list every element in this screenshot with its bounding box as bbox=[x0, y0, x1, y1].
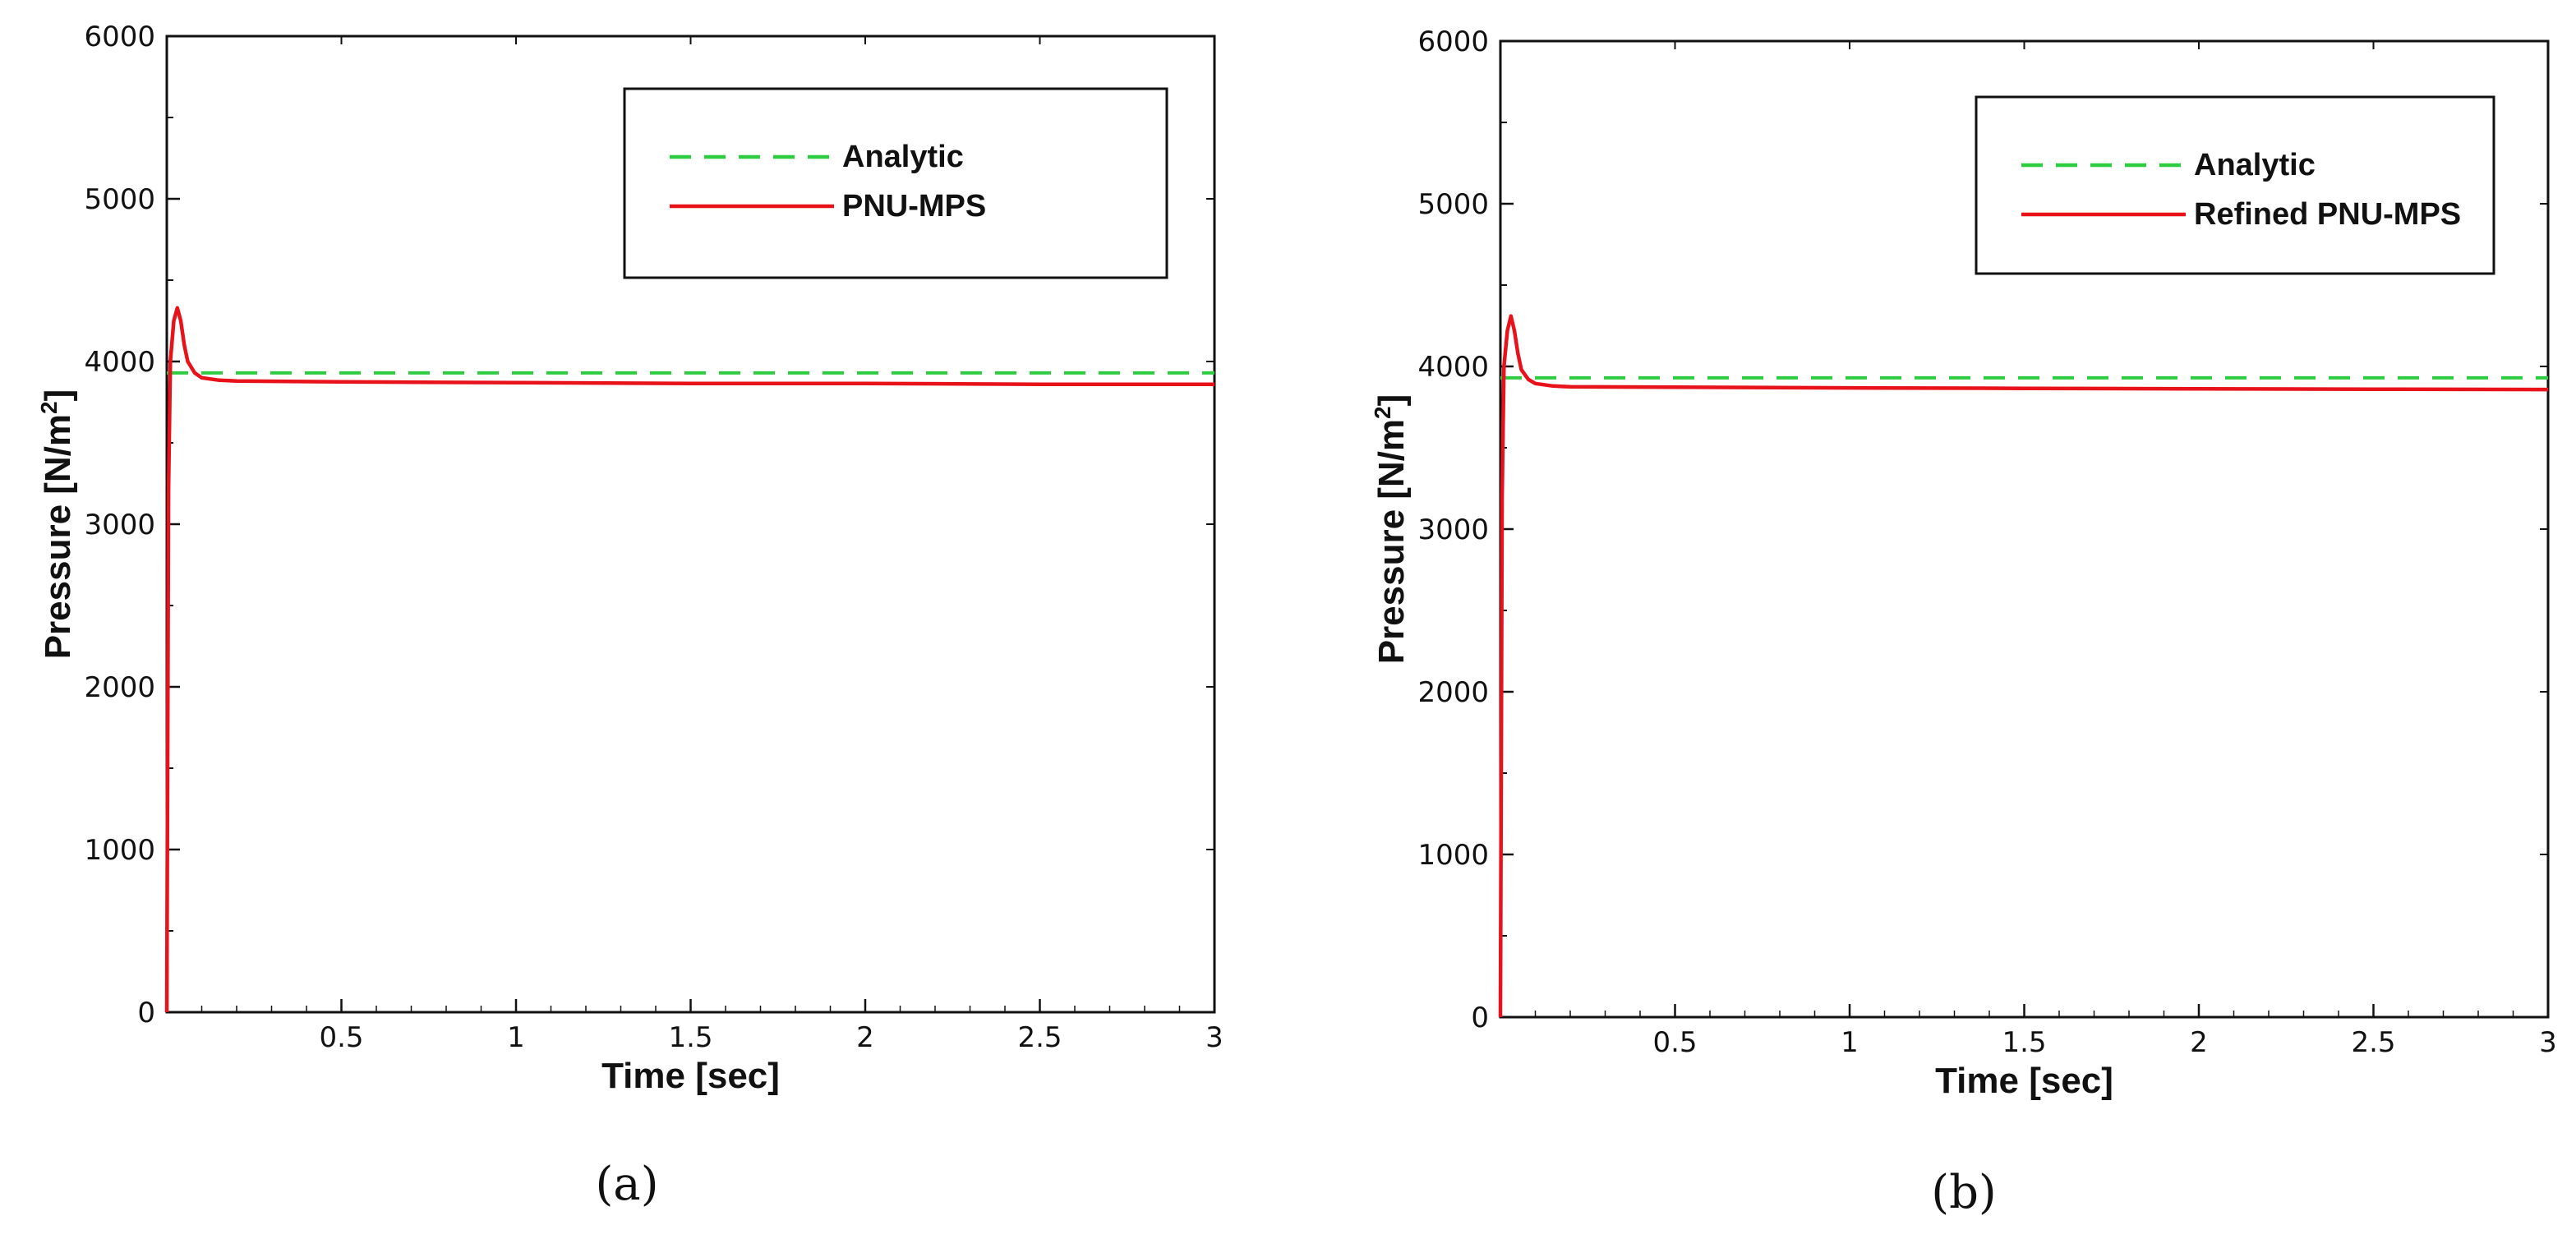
x-tick-label: 1.5 bbox=[668, 1021, 712, 1054]
y-tick-label: 2000 bbox=[84, 671, 155, 704]
y-axis-title-superscript: 2 bbox=[1370, 406, 1395, 419]
legend-entry-label: PNU-MPS bbox=[842, 189, 986, 223]
legend-entry-label: Analytic bbox=[2194, 148, 2316, 182]
y-axis-title-suffix: ] bbox=[38, 389, 78, 402]
legend-entry-label: Analytic bbox=[842, 140, 964, 174]
y-tick-label: 4000 bbox=[84, 346, 155, 379]
y-tick-label: 0 bbox=[137, 997, 155, 1029]
y-tick-label: 3000 bbox=[1417, 513, 1489, 546]
x-tick-label: 0.5 bbox=[1652, 1026, 1697, 1059]
x-tick-label: 1.5 bbox=[2002, 1026, 2046, 1059]
y-axis-title: Pressure [N/m2] bbox=[36, 389, 78, 660]
series-line-1 bbox=[1498, 314, 2549, 1018]
legend-box bbox=[1975, 95, 2495, 275]
y-tick-label: 4000 bbox=[1417, 351, 1489, 384]
y-tick-label: 1000 bbox=[1417, 839, 1489, 872]
x-axis-title: Time [sec] bbox=[601, 1056, 780, 1096]
y-tick-label: 1000 bbox=[84, 834, 155, 867]
y-tick-label: 0 bbox=[1471, 1002, 1489, 1034]
y-tick-label: 2000 bbox=[1417, 676, 1489, 709]
x-tick-label: 2 bbox=[856, 1021, 874, 1054]
x-tick-label: 2.5 bbox=[2351, 1026, 2395, 1059]
y-axis-title-main: Pressure [N/m bbox=[1371, 419, 1412, 664]
legend: Analytic Refined PNU-MPS bbox=[1975, 95, 2495, 275]
x-tick-label: 1 bbox=[1841, 1026, 1859, 1059]
x-tick-label: 2.5 bbox=[1017, 1021, 1062, 1054]
panel-label: (a) bbox=[595, 1158, 658, 1211]
legend: Analytic PNU-MPS bbox=[623, 87, 1168, 279]
x-tick-label: 1 bbox=[507, 1021, 525, 1054]
series-line-1 bbox=[164, 306, 1214, 1013]
y-axis-title-main: Pressure [N/m bbox=[38, 414, 78, 659]
x-tick-label: 3 bbox=[1205, 1021, 1223, 1054]
legend-box bbox=[623, 87, 1168, 279]
chart-panel: 0 1000 2000 3000 4000 5000 6000 0.5 1 1.5 2 2.5 3 Tim… bbox=[1370, 25, 2557, 1219]
x-tick-label: 2 bbox=[2190, 1026, 2208, 1059]
y-tick-label: 3000 bbox=[84, 509, 155, 541]
y-axis-title-superscript: 2 bbox=[36, 401, 62, 414]
y-axis-title-suffix: ] bbox=[1371, 394, 1412, 407]
y-tick-label: 5000 bbox=[1417, 188, 1489, 221]
y-axis-title: Pressure [N/m2] bbox=[1370, 394, 1412, 665]
y-tick-label: 6000 bbox=[84, 21, 155, 53]
y-tick-label: 5000 bbox=[84, 183, 155, 216]
chart-panel: 0 1000 2000 3000 4000 5000 6000 0.5 1 1.5 2 2.5 3 Tim… bbox=[36, 21, 1223, 1211]
panel-label: (b) bbox=[1931, 1166, 1997, 1219]
x-tick-label: 0.5 bbox=[319, 1021, 363, 1054]
legend-entry-label: Refined PNU-MPS bbox=[2194, 197, 2461, 232]
y-tick-label: 6000 bbox=[1417, 25, 1489, 58]
x-tick-label: 3 bbox=[2539, 1026, 2557, 1059]
x-axis-title: Time [sec] bbox=[1935, 1061, 2113, 1101]
